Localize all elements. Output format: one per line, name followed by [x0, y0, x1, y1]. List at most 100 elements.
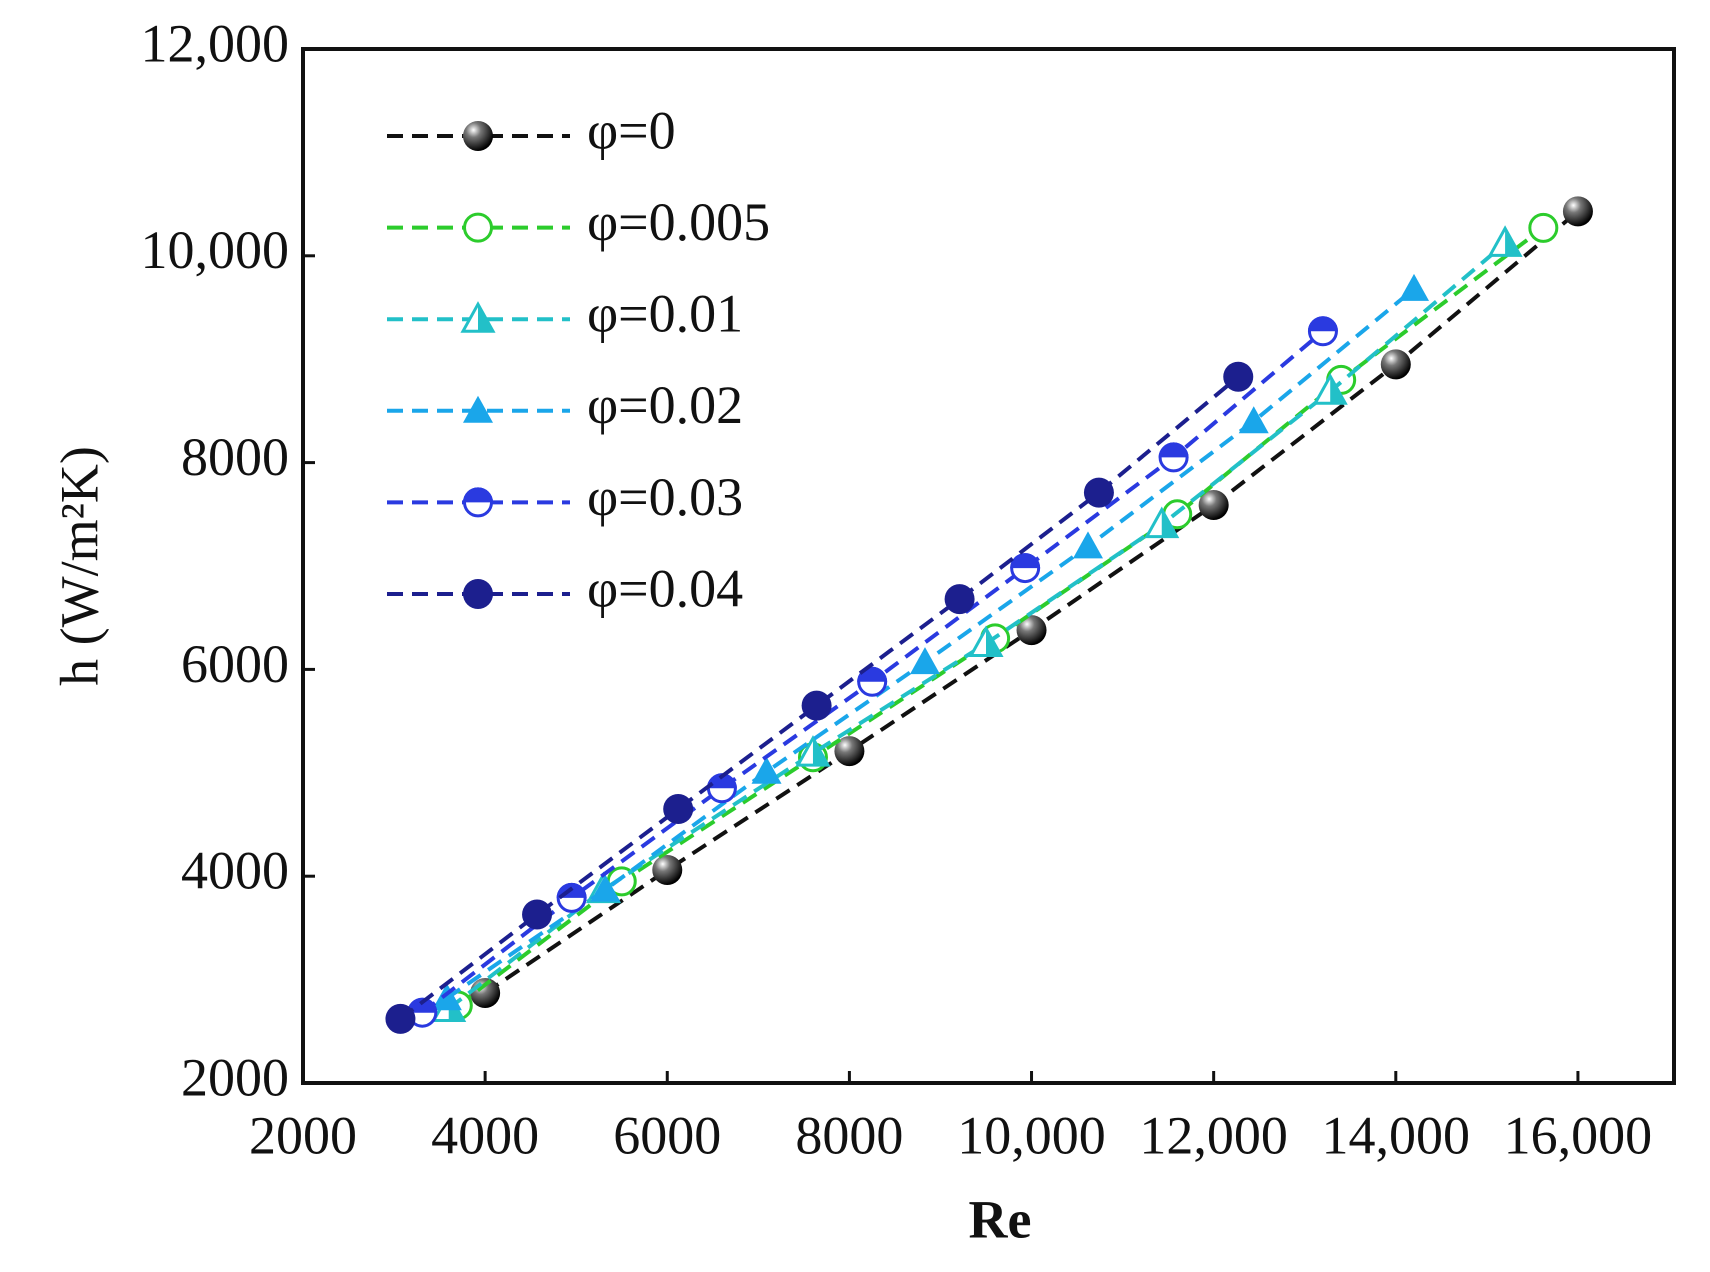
plot-frame — [301, 47, 1676, 1085]
marker-shape — [706, 773, 737, 789]
marker — [1487, 225, 1523, 257]
marker-shape — [986, 628, 1001, 656]
marker-shape — [1010, 553, 1041, 569]
marker — [801, 690, 832, 721]
marker — [706, 773, 737, 804]
marker — [431, 983, 462, 1011]
marker — [1083, 477, 1114, 508]
marker — [857, 666, 888, 697]
legend-label: φ=0.005 — [587, 192, 770, 252]
marker — [1016, 615, 1047, 646]
marker — [1380, 349, 1411, 380]
marker-shape — [463, 395, 493, 423]
x-tick-label: 4000 — [431, 1105, 539, 1165]
marker-shape — [1307, 316, 1338, 332]
marker-shape — [909, 647, 940, 675]
marker-shape — [1223, 361, 1254, 392]
marker — [463, 395, 493, 423]
marker-shape — [463, 487, 493, 503]
marker-shape — [1198, 489, 1229, 520]
legend: φ=0 φ=0.005 φ=0.01 φ=0.02 φ=0.03 φ=0.04 — [387, 100, 770, 618]
marker — [1562, 196, 1593, 227]
marker-shape — [463, 579, 493, 609]
x-tick-label: 12,000 — [1139, 1105, 1288, 1165]
marker — [909, 647, 940, 675]
y-tick-label: 8000 — [181, 427, 289, 487]
y-tick-label: 12,000 — [141, 13, 290, 73]
marker — [1158, 442, 1189, 473]
marker — [1144, 506, 1180, 539]
marker — [795, 735, 831, 767]
marker-shape — [463, 212, 493, 243]
legend-label: φ=0.01 — [587, 284, 743, 344]
marker-shape — [834, 736, 865, 767]
marker-shape — [751, 756, 782, 784]
marker — [522, 899, 553, 930]
x-tick-label: 10,000 — [957, 1105, 1106, 1165]
marker-shape — [463, 121, 493, 151]
marker-shape — [801, 690, 832, 721]
marker-shape — [478, 304, 493, 332]
legend-label: φ=0 — [587, 100, 676, 160]
marker — [1528, 212, 1559, 243]
marker — [834, 736, 865, 767]
marker — [652, 854, 683, 885]
marker-shape — [1161, 509, 1177, 537]
marker — [1072, 531, 1103, 559]
legend-label: φ=0.03 — [587, 467, 743, 527]
marker-shape — [1399, 273, 1430, 301]
marker-shape — [1083, 477, 1114, 508]
marker — [1223, 361, 1254, 392]
marker — [1399, 273, 1430, 301]
y-tick-label: 10,000 — [141, 220, 290, 280]
legend-label: φ=0.04 — [587, 558, 743, 618]
x-axis-label: Re — [969, 1189, 1032, 1249]
marker-shape — [385, 1003, 416, 1034]
marker-shape — [1562, 196, 1593, 227]
x-tick-label: 2000 — [249, 1105, 357, 1165]
marker-shape — [1380, 349, 1411, 380]
marker — [663, 793, 694, 824]
marker-shape — [1072, 531, 1103, 559]
marker — [463, 121, 493, 151]
marker — [1010, 553, 1041, 584]
legend-label: φ=0.02 — [587, 375, 743, 435]
marker — [1312, 373, 1348, 405]
y-axis-label: h (W/m²K) — [49, 446, 109, 686]
marker — [407, 997, 438, 1028]
marker — [590, 874, 621, 902]
marker-shape — [1016, 615, 1047, 646]
marker-shape — [590, 874, 621, 902]
marker — [1198, 489, 1229, 520]
y-tick-label: 2000 — [181, 1047, 289, 1107]
marker-shape — [1505, 228, 1521, 256]
x-tick-label: 14,000 — [1322, 1105, 1471, 1165]
marker — [1307, 316, 1338, 347]
marker-shape — [1158, 442, 1189, 458]
marker-shape — [1238, 406, 1269, 434]
marker-shape — [431, 983, 462, 1011]
marker-shape — [652, 854, 683, 885]
x-tick-label: 8000 — [795, 1105, 903, 1165]
marker — [1238, 406, 1269, 434]
y-tick-label: 4000 — [181, 841, 289, 901]
marker — [463, 212, 493, 243]
marker — [968, 625, 1004, 658]
marker — [385, 1003, 416, 1034]
marker — [463, 579, 493, 609]
y-tick-label: 6000 — [181, 634, 289, 694]
marker-shape — [812, 738, 828, 766]
marker-shape — [663, 793, 694, 824]
marker-shape — [1330, 376, 1346, 404]
marker — [944, 584, 975, 615]
marker — [463, 487, 493, 518]
marker — [460, 301, 496, 333]
marker-shape — [522, 899, 553, 930]
marker-shape — [1528, 212, 1559, 243]
x-tick-label: 16,000 — [1504, 1105, 1653, 1165]
marker — [751, 756, 782, 784]
marker-shape — [944, 584, 975, 615]
x-tick-label: 6000 — [613, 1105, 721, 1165]
